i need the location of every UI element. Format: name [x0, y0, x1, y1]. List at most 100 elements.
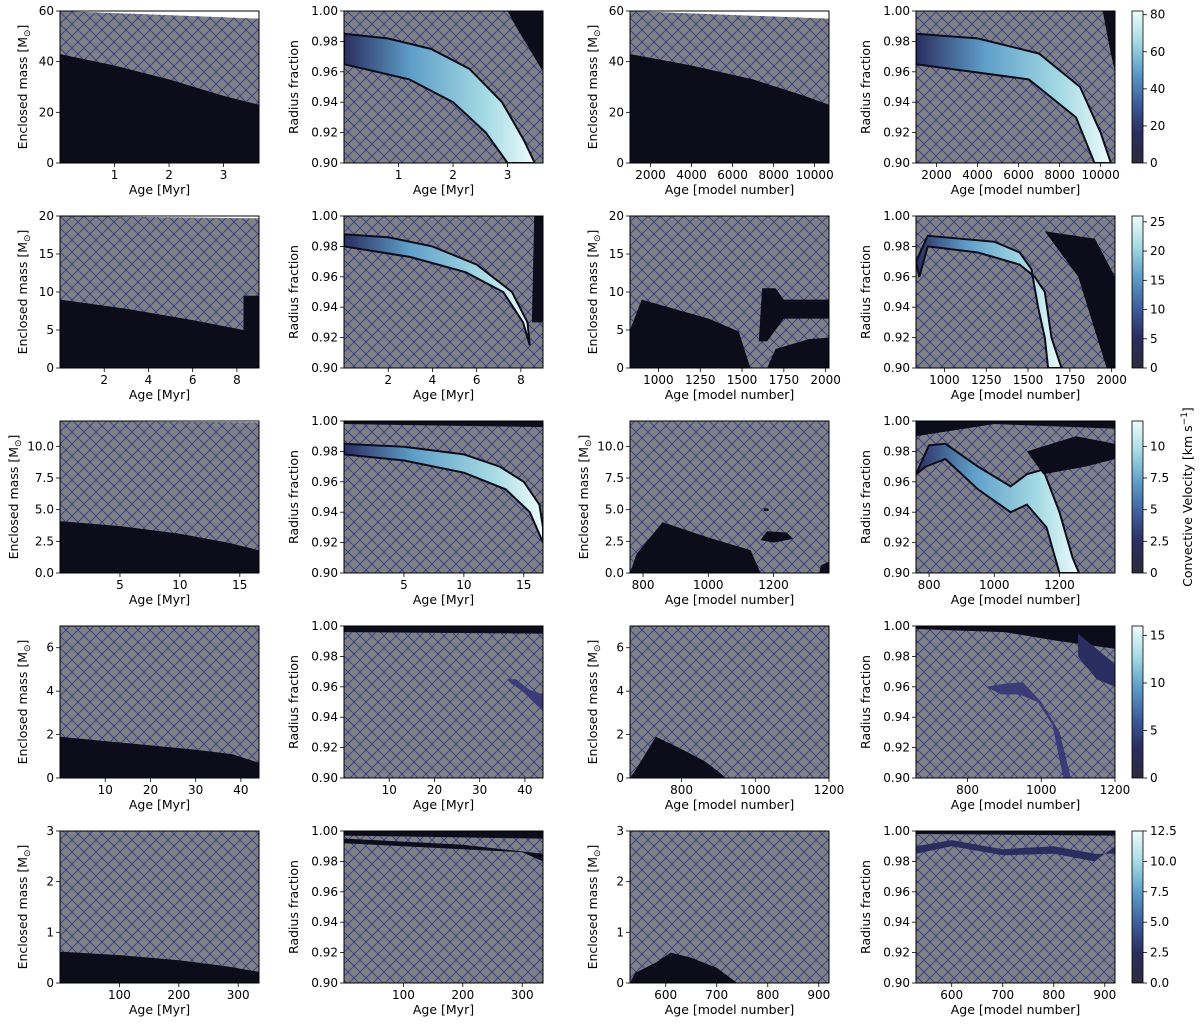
y-tick-label: 0 [616, 976, 624, 990]
x-tick-label: 8000 [758, 168, 789, 182]
x-tick-label: 20 [427, 783, 442, 797]
colorbar-tick-label: 12.5 [1150, 824, 1177, 838]
x-tick-label: 30 [472, 783, 487, 797]
colorbar-tick-label: 40 [1150, 82, 1165, 96]
x-axis-label: Age [Myr] [129, 387, 190, 402]
y-axis-label: Radius fraction [286, 655, 301, 749]
x-tick-label: 10000 [796, 168, 834, 182]
convective-region [916, 840, 1115, 862]
y-tick-label: 0.92 [311, 946, 338, 960]
axes-frame [915, 625, 1116, 779]
y-tick-label: 0.92 [311, 741, 338, 755]
x-tick-label: 4000 [676, 168, 707, 182]
convective-region [60, 295, 259, 368]
x-tick-label: 4 [429, 373, 437, 387]
colorbar-tick-label: 0 [1150, 566, 1158, 580]
x-tick-label: 700 [991, 988, 1014, 1002]
x-tick-label: 1750 [1055, 373, 1086, 387]
x-tick-label: 800 [670, 783, 693, 797]
y-tick-label: 0.94 [883, 505, 910, 519]
x-axis-label: Age [Myr] [413, 387, 474, 402]
x-axis-label: Age [model number] [951, 387, 1081, 402]
x-tick-label: 2 [449, 168, 457, 182]
y-tick-label: 0.90 [883, 361, 910, 375]
convective-region [60, 11, 259, 19]
y-tick-label: 0.98 [883, 649, 910, 663]
axes-frame [343, 625, 544, 779]
colorbar-label: Convective Velocity [km s−1] [1180, 407, 1195, 587]
convective-region [1026, 436, 1115, 475]
colorbar-tick-label: 0 [1150, 361, 1158, 375]
y-tick-label: 0 [46, 361, 54, 375]
x-axis-label: Age [Myr] [129, 1002, 190, 1017]
axes-frame [59, 420, 260, 574]
y-tick-label: 0.94 [883, 915, 910, 929]
x-tick-label: 1500 [727, 373, 758, 387]
panel-r0-c1: 1 2 3 0.90 0.92 0.94 0.96 0.98 1.00 Age [Myr] Radi… [286, 4, 544, 197]
y-axis-label: Enclosed mass [M⊙] [576, 435, 594, 560]
x-axis-label: Age [model number] [665, 797, 795, 812]
y-axis-label: Enclosed mass [M⊙] [15, 25, 33, 150]
y-tick-label: 0.98 [883, 34, 910, 48]
y-axis-label: Radius fraction [858, 655, 873, 749]
convective-region [630, 952, 738, 983]
convective-region [344, 32, 536, 163]
colorbar-gradient [1131, 10, 1144, 164]
y-tick-label: 0.96 [883, 270, 910, 284]
y-tick-label: 1.00 [311, 619, 338, 633]
panel-r4-c1: 100 200 300 0.90 0.92 0.94 0.96 0.98 1.00 Age [My… [286, 824, 544, 1017]
y-tick-label: 6 [616, 641, 624, 655]
axes-frame [915, 215, 1116, 369]
x-tick-label: 6000 [1003, 168, 1034, 182]
x-axis-label: Age [Myr] [413, 1002, 474, 1017]
y-tick-label: 7.5 [605, 471, 624, 485]
radiative-hatch-region [344, 831, 543, 983]
colorbar-tick-label: 5 [1150, 724, 1158, 738]
y-tick-label: 1.00 [311, 414, 338, 428]
y-tick-label: 0.94 [883, 710, 910, 724]
x-tick-label: 2000 [921, 168, 952, 182]
colorbar-gradient [1131, 625, 1144, 779]
x-axis-label: Age [model number] [665, 1002, 795, 1017]
y-tick-label: 60 [39, 4, 54, 18]
colorbar: 0 5 10 15 [1131, 625, 1165, 785]
x-tick-label: 1250 [685, 373, 716, 387]
x-tick-label: 5 [116, 578, 124, 592]
colorbar-tick-label: 10 [1150, 676, 1165, 690]
y-tick-label: 3 [616, 824, 624, 838]
y-tick-label: 0.96 [311, 270, 338, 284]
colorbar-gradient [1131, 420, 1144, 574]
y-tick-label: 6 [46, 641, 54, 655]
x-tick-label: 30 [188, 783, 203, 797]
panel-r2-c0: 5 10 15 0.0 2.5 5.0 7.5 10.0 Age [Myr] Enclosed m… [6, 420, 260, 607]
y-axis-label: Radius fraction [286, 40, 301, 134]
colorbar-tick-label: 0 [1150, 771, 1158, 785]
panel-r2-c1: 5 10 15 0.90 0.92 0.94 0.96 0.98 1.00 Age [Myr] Ra… [286, 414, 544, 607]
x-tick-label: 1 [111, 168, 119, 182]
y-tick-label: 0.94 [311, 505, 338, 519]
x-tick-label: 900 [1093, 988, 1116, 1002]
panel-r0-c3: 2000 4000 6000 8000 10000 0.90 0.92 0.94 0.96 0.9… [858, 4, 1120, 197]
x-tick-label: 800 [756, 988, 779, 1002]
y-axis-label: Radius fraction [858, 245, 873, 339]
y-tick-label: 4 [46, 684, 54, 698]
y-tick-label: 0 [616, 156, 624, 170]
y-tick-label: 4 [616, 684, 624, 698]
convective-region [763, 508, 769, 511]
convective-region [819, 561, 829, 573]
axes-frame [629, 830, 830, 984]
x-tick-label: 300 [511, 988, 534, 1002]
y-tick-label: 20 [609, 209, 624, 223]
x-tick-label: 40 [517, 783, 532, 797]
y-tick-label: 3 [46, 824, 54, 838]
y-tick-label: 0.90 [311, 156, 338, 170]
y-tick-label: 20 [609, 105, 624, 119]
colorbar-gradient [1131, 830, 1144, 984]
y-tick-label: 0.94 [883, 300, 910, 314]
colorbar-tick-label: 7.5 [1150, 885, 1169, 899]
y-tick-label: 0.98 [883, 854, 910, 868]
y-tick-label: 1.00 [883, 414, 910, 428]
radiative-hatch-region [344, 626, 543, 778]
convective-region [916, 234, 1063, 368]
convective-region [630, 736, 726, 778]
